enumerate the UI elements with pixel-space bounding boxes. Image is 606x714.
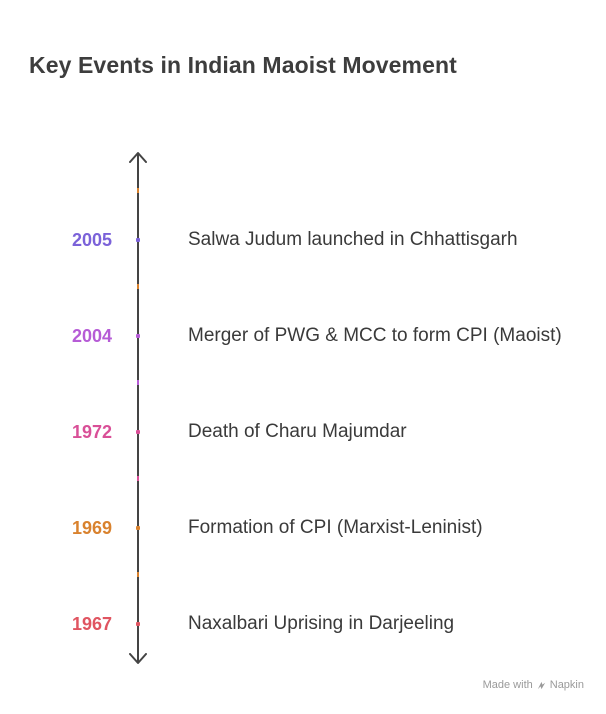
axis-separator [137,572,139,577]
event-year: 1972 [71,422,112,442]
arrow-down-icon [129,653,147,664]
napkin-logo-icon [537,681,545,689]
diagram-title: Key Events in Indian Maoist Movement [29,52,457,78]
event-description: Salwa Judum launched in Chhattisgarh [188,229,518,250]
event-description: Death of Charu Majumdar [188,421,407,442]
credit-prefix: Made with [482,679,533,691]
event-description: Formation of CPI (Marxist-Leninist) [188,517,483,538]
arrow-up-icon [129,152,147,163]
event-year: 2004 [71,326,112,346]
event-year: 1969 [71,518,112,538]
event-marker [136,526,140,530]
event-year: 2005 [71,230,112,250]
axis-separator [137,284,139,289]
event-marker [136,334,140,338]
timeline-axis [137,154,139,662]
event-year: 1967 [71,614,112,634]
axis-separator [137,380,139,385]
axis-separator [137,188,139,193]
axis-separator [137,476,139,481]
event-marker [136,622,140,626]
made-with-napkin-credit[interactable]: Made with Napkin [483,679,584,691]
credit-brand: Napkin [549,679,584,691]
event-marker [136,238,140,242]
event-description: Merger of PWG & MCC to form CPI (Maoist) [188,325,562,346]
event-description: Naxalbari Uprising in Darjeeling [188,613,455,634]
event-marker [136,430,140,434]
